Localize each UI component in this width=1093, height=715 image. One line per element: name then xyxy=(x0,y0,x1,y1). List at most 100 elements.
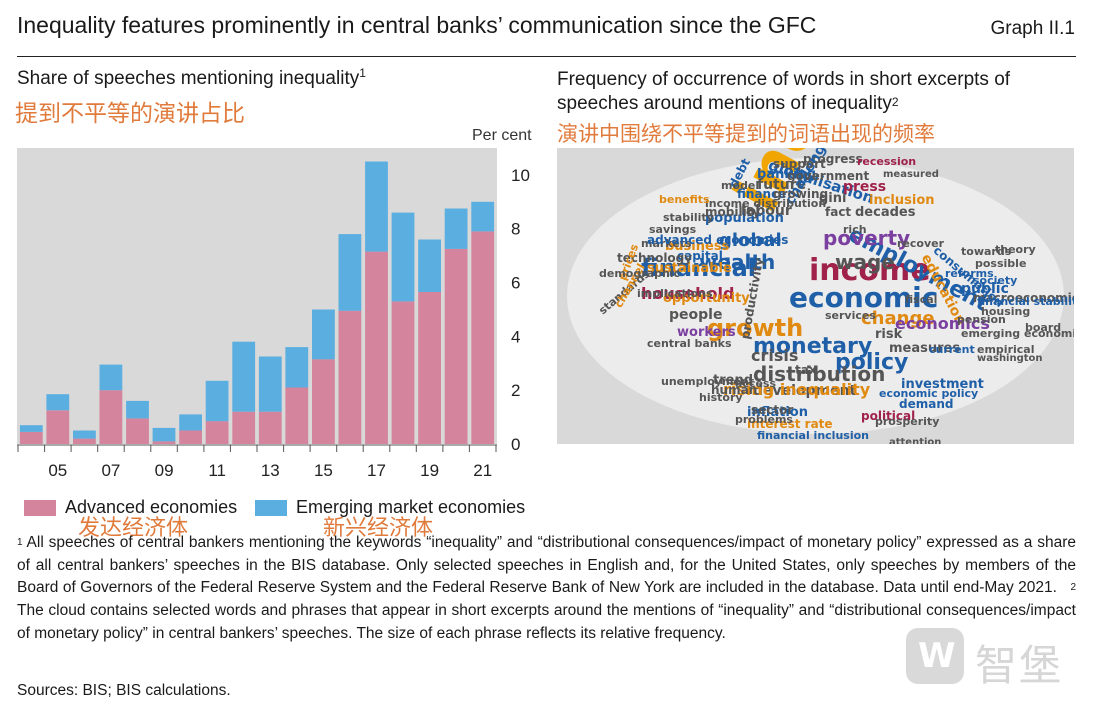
cloud-word: finance xyxy=(737,187,787,201)
cloud-word: demographic xyxy=(599,267,681,280)
cloud-word: workers xyxy=(677,325,736,340)
x-tick-label: 11 xyxy=(208,461,226,480)
cloud-word: trend xyxy=(713,373,754,388)
cloud-word: emerging economies xyxy=(961,327,1074,340)
bar-advanced-2006 xyxy=(73,438,96,444)
cloud-word: business xyxy=(665,239,730,254)
sources: Sources: BIS; BIS calculations. xyxy=(17,682,231,699)
cloud-word: unemployment xyxy=(661,375,754,388)
graph-number: Graph II.1 xyxy=(990,18,1076,39)
cloud-word: central banks xyxy=(647,337,732,350)
bar-advanced-2004 xyxy=(19,431,43,444)
footnote-1-marker: 1 xyxy=(17,537,23,548)
cloud-word: technology xyxy=(617,251,693,265)
cloud-word: change xyxy=(861,308,935,329)
cloud-word: people xyxy=(669,307,723,323)
bar-advanced-2013 xyxy=(258,411,282,444)
cloud-word: future xyxy=(757,177,807,193)
footnote-1: All speeches of central bankers mentioni… xyxy=(17,534,1076,597)
cloud-word: attention xyxy=(889,437,942,445)
x-tick-label: 09 xyxy=(155,461,174,480)
y-tick-label: 8 xyxy=(511,220,520,239)
bar-emerging-2006 xyxy=(73,430,96,439)
y-tick-label: 6 xyxy=(511,274,520,293)
cloud-word: prosperity xyxy=(875,415,940,428)
bar-emerging-2021 xyxy=(471,201,495,232)
y-tick-label: 4 xyxy=(511,327,520,346)
cloud-word: theory xyxy=(995,243,1036,256)
legend-swatch-emerging xyxy=(255,499,287,516)
cloud-word: distribution xyxy=(753,362,886,386)
cloud-word: wage xyxy=(835,250,895,274)
cloud-word: history xyxy=(699,391,743,404)
bar-advanced-2005 xyxy=(46,410,70,444)
watermark-logo xyxy=(906,628,964,684)
footnote-2-marker: 2 xyxy=(1070,582,1077,594)
cloud-word: fiscal xyxy=(905,293,938,306)
legend-label-advanced: Advanced economies xyxy=(65,497,238,517)
cloud-word: banking xyxy=(757,167,816,182)
cloud-word: economic policy xyxy=(879,387,979,400)
bar-advanced-2019 xyxy=(418,292,441,444)
bar-emerging-2019 xyxy=(418,239,441,292)
x-tick-label: 13 xyxy=(261,461,280,480)
cloud-word: demand xyxy=(899,397,954,411)
cloud-word: sector xyxy=(751,403,794,417)
cloud-word: towards xyxy=(961,245,1012,258)
cloud-word: political xyxy=(861,409,916,423)
cloud-word: inflation xyxy=(747,405,808,420)
bar-advanced-2018 xyxy=(391,301,415,444)
cloud-word: monetary xyxy=(753,334,873,359)
x-tick-label: 05 xyxy=(48,461,67,480)
legend-label-emerging: Emerging market economies xyxy=(296,497,526,517)
cloud-word: society xyxy=(973,274,1018,287)
word-cloud-ellipse xyxy=(567,158,1064,434)
legend-emerging-cn: 新兴经济体 xyxy=(323,516,434,541)
cloud-word: rising inequality xyxy=(723,380,871,399)
cloud-word: wealth xyxy=(699,250,776,274)
bar-advanced-2010 xyxy=(179,430,202,444)
cloud-word: housing xyxy=(981,305,1031,318)
footnote-2: The cloud contains selected words and ph… xyxy=(17,602,1076,642)
cloud-word: measures xyxy=(889,341,961,356)
word-cloud: inequalityincomeeconomicgrowthmonetarypo… xyxy=(557,148,1074,444)
bar-emerging-2013 xyxy=(258,356,282,412)
footnotes: 1 All speeches of central bankers mentio… xyxy=(17,532,1076,646)
cloud-word: economic xyxy=(789,281,939,314)
legend-swatch-advanced xyxy=(24,499,56,516)
cloud-word: tax xyxy=(795,363,817,377)
cloud-word: human xyxy=(711,383,758,397)
cloud-word: household xyxy=(641,284,735,303)
cloud-word: markets xyxy=(641,237,692,250)
cloud-word: policy xyxy=(835,350,909,375)
cloud-word: advanced economies xyxy=(647,233,789,247)
right-panel-title: Frequency of occurrence of words in shor… xyxy=(557,69,1011,114)
bar-emerging-2018 xyxy=(391,212,415,302)
cloud-word: financial xyxy=(641,254,757,282)
cloud-word: recover xyxy=(897,237,945,250)
bar-emerging-2011 xyxy=(205,380,229,422)
cloud-word: poverty xyxy=(823,226,911,250)
x-tick-label: 19 xyxy=(420,461,439,480)
watermark-text: 智堡 xyxy=(975,641,1064,690)
x-tick-label: 17 xyxy=(367,461,386,480)
y-tick-label: 2 xyxy=(511,381,520,400)
bar-advanced-2015 xyxy=(312,359,335,444)
cloud-word: decades xyxy=(855,205,916,220)
cloud-word: measured xyxy=(883,169,939,180)
y-axis-unit: Per cent xyxy=(472,127,532,144)
bar-emerging-2020 xyxy=(444,208,468,249)
bar-emerging-2012 xyxy=(232,341,256,412)
left-panel-title-cn: 提到不平等的演讲占比 xyxy=(15,101,245,127)
right-panel-title-cn: 演讲中围绕不平等提到的词语出现的频率 xyxy=(557,122,935,146)
cloud-word: financial inclusion xyxy=(757,429,869,442)
bar-advanced-2014 xyxy=(285,387,309,444)
cloud-word: public xyxy=(961,281,1009,297)
cloud-word: press xyxy=(843,179,887,195)
cloud-word: capital xyxy=(677,249,723,263)
legend-emerging: Emerging market economies xyxy=(255,497,525,518)
cloud-word: recession xyxy=(857,155,917,168)
bar-emerging-2016 xyxy=(338,234,362,311)
bar-emerging-2008 xyxy=(126,400,149,419)
